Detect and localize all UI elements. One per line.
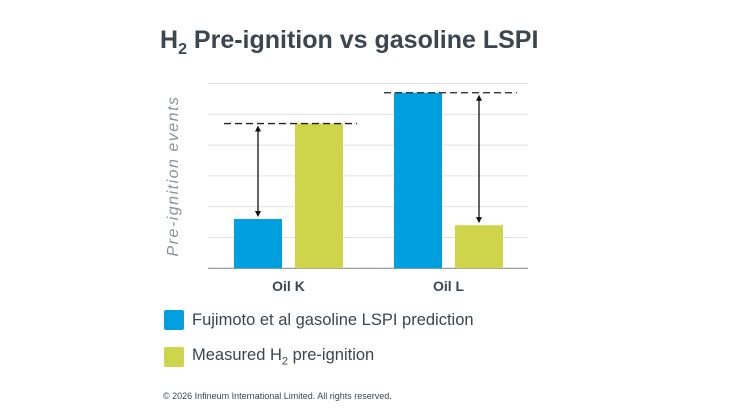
legend-item-measured: Measured H2 pre-ignition	[164, 346, 374, 367]
arrow-head-up-icon	[476, 94, 482, 101]
arrow-head-up-icon	[255, 125, 261, 132]
bar-oil-k-series-0	[234, 219, 282, 269]
bar-oil-l-series-0	[394, 92, 442, 269]
legend-label: Measured H2 pre-ignition	[192, 346, 375, 368]
x-tick-label: Oil K	[272, 278, 305, 294]
x-tick-label: Oil L	[433, 278, 465, 294]
legend-swatch-green	[164, 346, 184, 367]
bar-oil-l-series-1	[455, 225, 503, 269]
arrow-head-down-icon	[476, 217, 482, 224]
legend-swatch-blue	[164, 310, 184, 330]
legend-label: Fujimoto et al gasoline LSPI prediction	[192, 310, 474, 329]
y-axis-label: Pre-ignition events	[165, 95, 182, 256]
arrow-head-down-icon	[255, 211, 261, 218]
copyright-text: © 2026 Infineum International Limited. A…	[163, 391, 392, 401]
legend-item-prediction: Fujimoto et al gasoline LSPI prediction	[164, 310, 474, 330]
bar-oil-k-series-1	[295, 123, 343, 269]
chart-title: H2 Pre-ignition vs gasoline LSPI	[160, 26, 539, 58]
